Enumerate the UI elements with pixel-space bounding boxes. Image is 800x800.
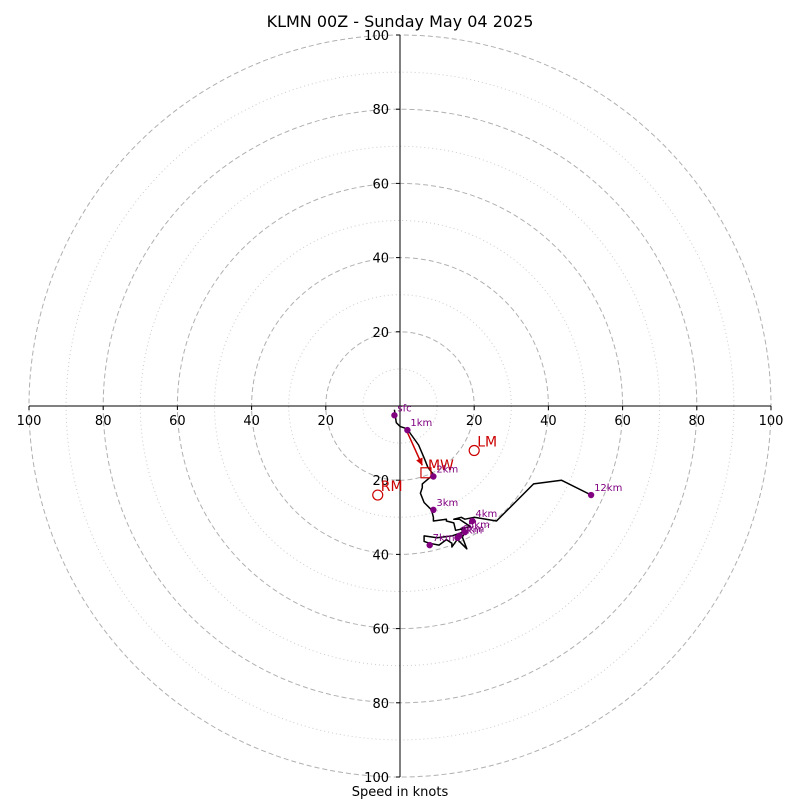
- y-tick-label: 60: [372, 177, 389, 192]
- hodograph-trace-line: [393, 409, 592, 550]
- y-tick-label: 20: [372, 326, 389, 341]
- y-tick-label: 80: [372, 697, 389, 712]
- height-label-8km: 8km: [461, 526, 483, 537]
- height-label-6km: 6km: [462, 524, 484, 535]
- height-label-4km: 4km: [475, 509, 497, 520]
- x-tick-label: 40: [540, 414, 557, 429]
- height-marker-1km: [404, 426, 411, 434]
- height-marker-2km: [430, 473, 437, 480]
- height-label-5km: 5km: [468, 520, 490, 531]
- height-label-12km: 12km: [594, 483, 622, 494]
- y-tick-label: 100: [364, 771, 389, 786]
- height-label-7km: 7km: [433, 533, 455, 544]
- height-label-sfc: sfc: [397, 403, 411, 414]
- height-marker-5km: [461, 528, 469, 536]
- height-label-1km: 1km: [410, 418, 432, 429]
- height-marker-sfc: [391, 412, 398, 419]
- storm-motion-group: MW LM RM: [372, 427, 497, 501]
- height-marker-8km: [454, 534, 461, 541]
- x-tick-label: 20: [466, 414, 483, 429]
- height-label-3km: 3km: [436, 498, 458, 509]
- chart-title: KLMN 00Z - Sunday May 04 2025: [267, 12, 534, 31]
- shear-vector-arrowhead: [416, 457, 423, 466]
- mean-wind-label: MW: [428, 458, 454, 474]
- y-tick-label: 40: [372, 548, 389, 563]
- y-tick-label: 80: [372, 103, 389, 118]
- x-tick-label: 20: [318, 414, 335, 429]
- right-mover-marker: [372, 489, 384, 501]
- height-marker-3km: [430, 506, 437, 514]
- x-axis-label: Speed in knots: [352, 785, 449, 800]
- height-marker-7km: [426, 541, 433, 549]
- x-tick-label: 40: [243, 414, 260, 429]
- height-marker-12km: [587, 491, 595, 499]
- height-label-2km: 2km: [436, 464, 458, 475]
- y-tick-label: 40: [372, 252, 389, 267]
- x-tick-label: 100: [759, 414, 784, 429]
- y-tick-label: 100: [364, 29, 389, 44]
- x-tick-label: 80: [95, 414, 112, 429]
- hodograph-axes: [29, 35, 771, 777]
- x-tick-label: 80: [689, 414, 706, 429]
- axis-ticks: 100 80 60 40 20 20 40 60 80 100 20 40 60 80 100 20 40 60 8…: [17, 29, 784, 786]
- y-tick-label: 60: [372, 623, 389, 638]
- x-tick-label: 60: [169, 414, 186, 429]
- wind-trace: [393, 409, 592, 550]
- left-mover-label: LM: [477, 435, 497, 451]
- height-marker-4km: [469, 517, 476, 525]
- x-tick-label: 60: [614, 414, 631, 429]
- x-tick-label: 100: [17, 414, 42, 429]
- y-tick-label: 20: [372, 474, 389, 489]
- left-mover-marker: [468, 444, 480, 457]
- right-mover-label: RM: [381, 479, 403, 495]
- mean-wind-marker: [420, 467, 432, 479]
